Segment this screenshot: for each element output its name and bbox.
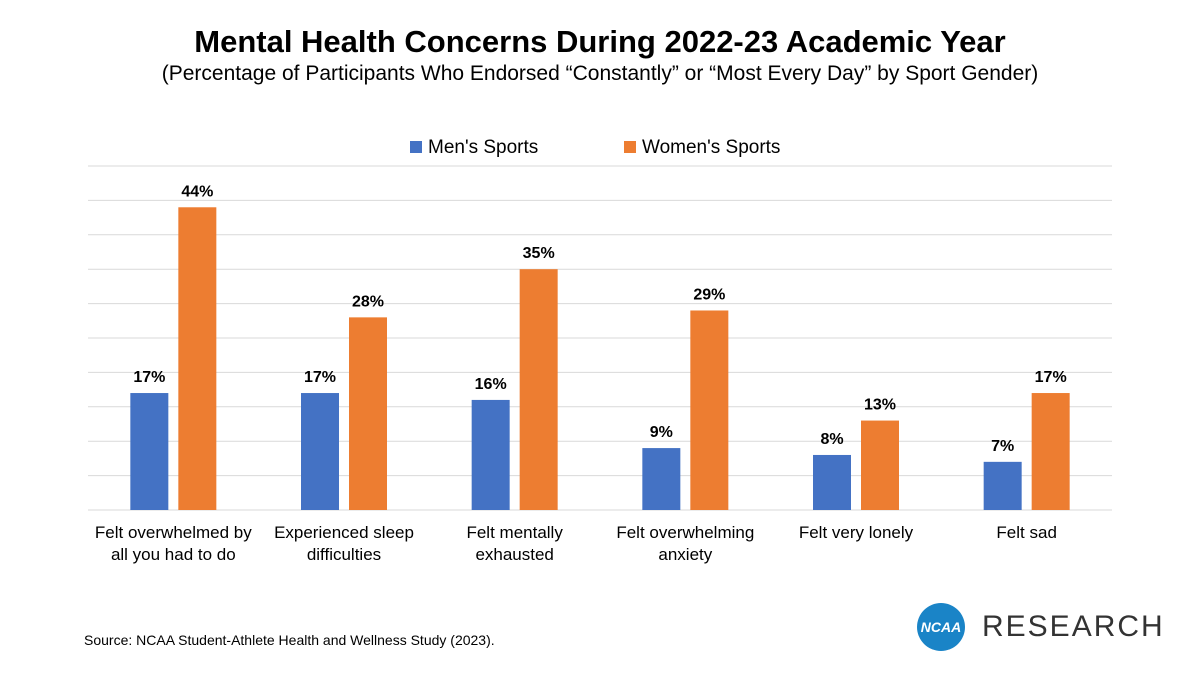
legend-swatch	[624, 141, 636, 153]
source-note: Source: NCAA Student-Athlete Health and …	[84, 632, 495, 648]
data-label: 17%	[304, 369, 336, 386]
research-wordmark: RESEARCH	[982, 610, 1165, 643]
legend-label: Women's Sports	[642, 137, 780, 158]
bar	[642, 448, 681, 510]
data-label: 28%	[352, 293, 384, 310]
value-labels: 17% 44% 17% 28% 16% 35% 9% 29% 8% 13% 7% 17%	[133, 183, 1066, 455]
category-label: Felt overwhelmed by	[95, 523, 252, 542]
bar	[301, 393, 339, 510]
data-label: 8%	[820, 431, 843, 448]
category-label: Felt mentally	[466, 523, 563, 542]
bar-chart: Men's Sports Women's Sports 17%44%17%28%1…	[88, 137, 1112, 564]
bar	[1031, 393, 1070, 510]
data-label: 29%	[693, 286, 725, 303]
category-label: anxiety	[658, 545, 712, 564]
data-label: 17%	[133, 369, 165, 386]
legend-label: Men's Sports	[428, 137, 538, 158]
data-label: 7%	[991, 438, 1014, 455]
bar	[813, 454, 851, 510]
ncaa-research-brand: NCAA RESEARCH	[914, 600, 1165, 654]
chart-subtitle: (Percentage of Participants Who Endorsed…	[161, 62, 1039, 85]
category-label: Experienced sleep	[274, 523, 414, 542]
bars	[130, 207, 1070, 510]
legend-swatch	[410, 141, 422, 153]
chart-title: Mental Health Concerns During 2022-23 Ac…	[194, 24, 1006, 59]
bar	[983, 461, 1022, 510]
gridlines	[88, 165, 1112, 511]
data-label: 9%	[650, 424, 673, 441]
bar	[178, 207, 217, 510]
data-label: 13%	[864, 397, 896, 414]
category-label: all you had to do	[111, 545, 236, 564]
data-label: 16%	[475, 376, 507, 393]
data-label: 17%	[1035, 369, 1067, 386]
category-label: Felt very lonely	[799, 523, 914, 542]
bar	[861, 420, 899, 510]
category-label: Felt overwhelming	[616, 523, 754, 542]
ncaa-logo: NCAA	[917, 603, 965, 651]
bar	[471, 399, 510, 510]
legend: Men's Sports Women's Sports	[410, 137, 780, 158]
bar	[349, 317, 387, 510]
bar	[130, 393, 169, 510]
bar	[519, 269, 558, 510]
category-label: difficulties	[307, 545, 381, 564]
ncaa-logo-text: NCAA	[921, 619, 961, 635]
category-label: exhausted	[475, 545, 553, 564]
category-labels: Felt overwhelmed by all you had to do Expe…	[95, 523, 1057, 564]
category-label: Felt sad	[996, 523, 1056, 542]
bar	[690, 310, 729, 510]
data-label: 35%	[523, 245, 555, 262]
data-label: 44%	[181, 183, 213, 200]
